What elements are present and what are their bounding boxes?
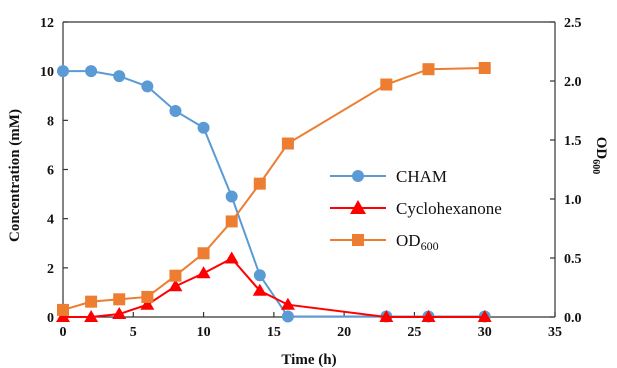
data-point-cham <box>197 121 210 134</box>
data-point-cyclohexanone <box>56 310 70 322</box>
series-cyclohexanone <box>56 251 492 322</box>
data-point-cyclohexanone <box>379 310 394 322</box>
y-left-axis-title: Concentration (mM) <box>7 109 23 242</box>
x-tick-label: 35 <box>548 325 562 340</box>
legend-label-od600-base: OD <box>396 231 421 250</box>
data-point-od600 <box>478 62 491 75</box>
data-point-od600 <box>141 290 154 303</box>
data-point-od600 <box>422 63 435 76</box>
data-point-od600 <box>225 215 238 228</box>
legend-label-od600: OD600 <box>396 231 439 253</box>
legend-marker-od600 <box>352 234 364 246</box>
y-right-axis-title: OD600 <box>590 137 609 175</box>
data-point-cham <box>253 269 266 282</box>
data-point-od600 <box>57 303 69 316</box>
data-point-cham <box>225 190 238 203</box>
data-point-cyclohexanone <box>196 266 211 279</box>
y-right-tick-label: 0.5 <box>564 252 582 267</box>
x-tick-label: 10 <box>197 325 211 340</box>
data-point-cyclohexanone <box>168 279 183 292</box>
x-tick-label: 30 <box>478 325 492 340</box>
x-tick-label: 5 <box>130 325 137 340</box>
data-point-cham <box>281 310 294 323</box>
y-left-tick-label: 4 <box>47 213 54 228</box>
series-line-od600 <box>62 67 485 311</box>
y-right-tick-label: 1.5 <box>564 134 582 149</box>
y-right-axis-title-subscript: 600 <box>590 159 601 174</box>
data-point-cyclohexanone <box>252 283 267 296</box>
legend: CHAM Cyclohexanone OD600 <box>330 167 502 253</box>
series <box>56 62 492 323</box>
y-left-tick-label: 2 <box>47 262 54 277</box>
ticks: 0 5 10 15 20 25 30 35 0 2 4 6 8 10 12 0.0 0.5 1.0 1.5 2.0 2.… <box>40 16 582 340</box>
data-point-od600 <box>380 78 393 91</box>
y-right-tick-label: 2.5 <box>564 16 582 31</box>
data-point-cyclohexanone <box>280 297 295 310</box>
y-right-axis-title-base: OD <box>593 137 609 160</box>
x-tick-label: 20 <box>337 325 351 340</box>
series-od600 <box>57 62 491 316</box>
data-point-od600 <box>85 295 98 308</box>
data-point-cham <box>113 70 126 83</box>
y-left-tick-label: 10 <box>40 65 54 80</box>
x-tick-label: 0 <box>60 325 67 340</box>
y-left-tick-label: 0 <box>47 311 54 326</box>
data-point-od600 <box>169 269 182 282</box>
y-left-tick-label: 12 <box>40 16 54 31</box>
data-point-cham <box>85 65 98 78</box>
data-point-od600 <box>281 137 294 150</box>
y-right-tick-label: 0.0 <box>564 311 582 326</box>
legend-item-od600: OD600 <box>330 231 439 253</box>
legend-label-od600-subscript: 600 <box>421 239 439 253</box>
x-axis-title: Time (h) <box>281 352 336 368</box>
data-point-cham <box>141 80 154 93</box>
x-tick-label: 15 <box>267 325 281 340</box>
legend-label-cham: CHAM <box>396 167 447 186</box>
data-point-cyclohexanone <box>477 310 492 322</box>
y-left-tick-label: 6 <box>47 164 54 179</box>
y-left-tick-label: 8 <box>47 114 54 129</box>
data-point-od600 <box>253 177 266 190</box>
series-line-cham <box>63 70 485 318</box>
legend-item-cham: CHAM <box>330 167 447 186</box>
data-point-cyclohexanone <box>421 310 436 322</box>
legend-marker-cham <box>352 170 364 182</box>
data-point-cyclohexanone <box>112 307 127 320</box>
data-point-cyclohexanone <box>84 310 99 322</box>
legend-marker-cyclohexanone <box>350 200 366 214</box>
x-tick-label: 25 <box>407 325 421 340</box>
data-point-od600 <box>113 293 126 306</box>
legend-item-cyclohexanone: Cyclohexanone <box>330 199 502 218</box>
data-point-od600 <box>197 247 210 260</box>
y-right-tick-label: 1.0 <box>564 193 582 208</box>
series-line-cyclohexanone <box>63 257 485 318</box>
data-point-cham <box>57 65 69 78</box>
data-point-cham <box>169 104 182 117</box>
data-point-cyclohexanone <box>224 251 239 264</box>
data-point-cyclohexanone <box>140 297 155 310</box>
series-cham <box>57 65 491 323</box>
legend-label-cyclohexanone: Cyclohexanone <box>396 199 502 218</box>
y-right-tick-label: 2.0 <box>564 75 582 90</box>
